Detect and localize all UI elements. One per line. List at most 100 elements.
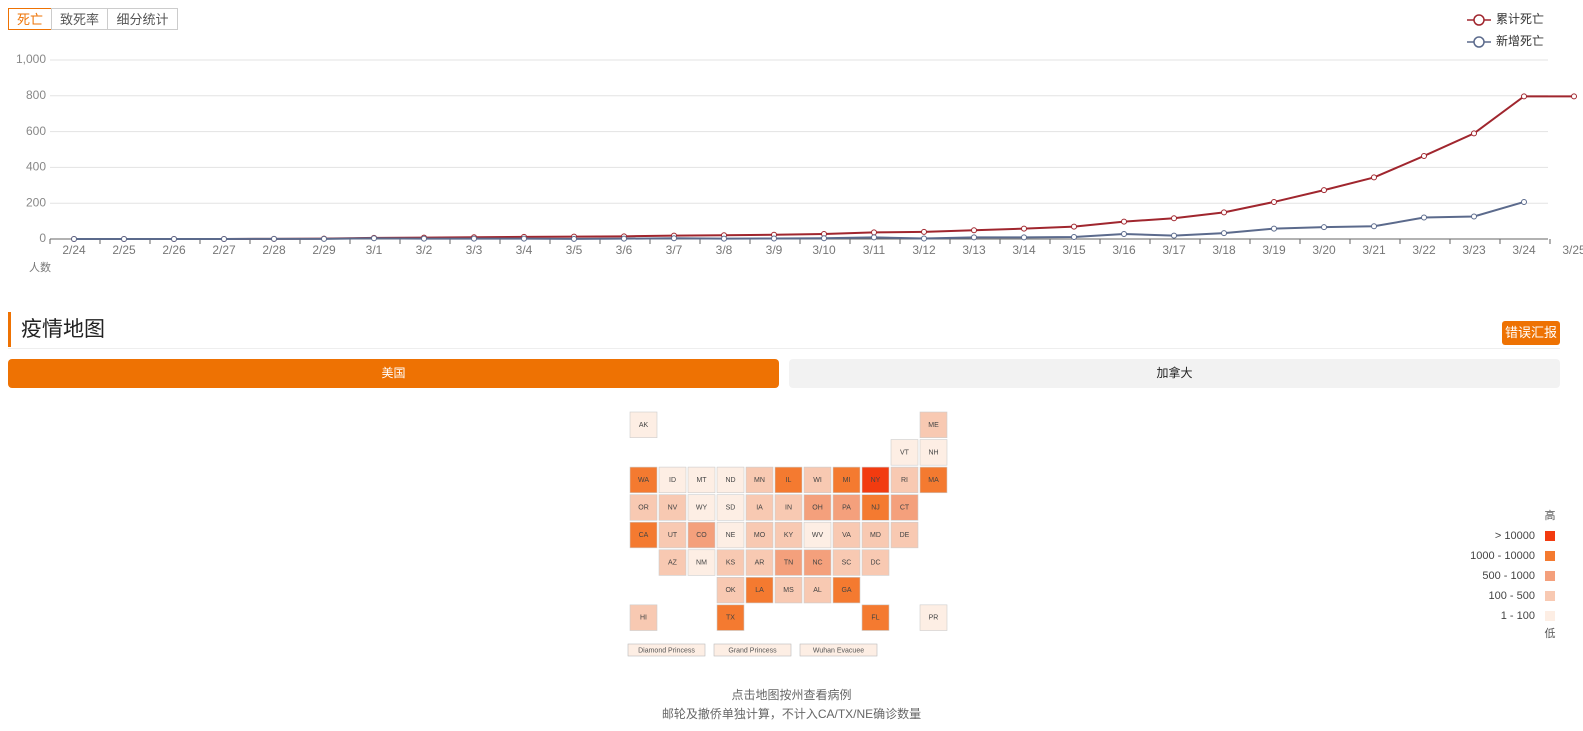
state <box>774 494 803 521</box>
state-label: NM <box>696 560 707 567</box>
section-title: 疫情地图 <box>8 312 105 347</box>
x-tick-label: 3/24 <box>1512 243 1536 257</box>
report-button[interactable]: 错误汇报 <box>1502 321 1560 345</box>
line-chart: 0 200 400 600 800 1,000 2/24 2/25 2/26 2/27 2/28 2/… <box>16 12 1583 274</box>
data-point <box>721 235 727 242</box>
x-tick-label: 3/12 <box>912 243 936 257</box>
data-point <box>921 235 927 242</box>
x-tick-label: 2/25 <box>112 243 136 257</box>
state-label: CO <box>696 532 707 539</box>
legend-swatch <box>1545 551 1555 561</box>
state <box>658 521 687 549</box>
data-point <box>1571 93 1577 100</box>
y-axis-label: 人数 <box>29 261 51 274</box>
ship-label: Grand Princess <box>728 647 777 654</box>
state-label: NJ <box>871 504 880 511</box>
x-tick-label: 3/23 <box>1462 243 1486 257</box>
legend-label: > 10000 <box>1495 530 1535 542</box>
state-label: IN <box>785 504 792 511</box>
state-label: MA <box>928 477 939 484</box>
ship-box <box>713 643 792 657</box>
state <box>687 549 716 576</box>
legend-swatch <box>1545 591 1555 601</box>
x-tick-label: 3/2 <box>416 243 433 257</box>
state-label: OK <box>725 587 735 594</box>
region-tab[interactable]: 美国 <box>8 359 779 388</box>
state <box>658 494 687 521</box>
state-label: AR <box>755 560 765 567</box>
state-label: MN <box>754 477 765 484</box>
state-label: WY <box>696 504 708 511</box>
state <box>745 466 774 494</box>
legend-marker <box>1473 36 1485 48</box>
state <box>861 549 890 576</box>
state <box>745 577 774 604</box>
state <box>687 494 716 521</box>
x-tick-label: 2/24 <box>62 243 86 257</box>
state-label: MS <box>783 587 794 594</box>
data-point <box>1371 223 1377 230</box>
data-point <box>471 235 477 242</box>
state-label: MT <box>696 477 707 484</box>
state-label: HI <box>640 615 647 622</box>
x-tick-label: 3/16 <box>1112 243 1136 257</box>
state <box>832 466 861 494</box>
x-tick-label: 3/15 <box>1062 243 1086 257</box>
data-point <box>1121 218 1127 225</box>
state-label: NE <box>726 532 736 539</box>
x-tick-label: 3/7 <box>666 243 683 257</box>
data-point <box>1471 213 1477 220</box>
state <box>890 494 919 521</box>
data-point <box>171 236 177 242</box>
x-tick-label: 3/14 <box>1012 243 1036 257</box>
region-tab[interactable]: 加拿大 <box>789 359 1560 388</box>
x-tick-label: 3/10 <box>812 243 836 257</box>
state-label: ND <box>725 477 735 484</box>
x-tick-label: 2/26 <box>162 243 186 257</box>
data-point <box>1271 198 1277 205</box>
tab[interactable]: 致死率 <box>51 8 108 30</box>
state <box>832 549 861 576</box>
state-label: CT <box>900 504 910 511</box>
state-label: SC <box>842 560 852 567</box>
state-label: VT <box>900 449 910 456</box>
legend-swatch <box>1545 531 1555 541</box>
state-label: FL <box>871 615 879 622</box>
y-tick-label: 400 <box>26 160 46 174</box>
map: AK ME VT NH WA ID MT ND MN IL WI MI NY RI MA OR NV WY SD IA… <box>627 411 1556 657</box>
state <box>832 521 861 549</box>
state-label: WV <box>812 532 824 539</box>
data-point <box>1521 93 1527 100</box>
data-point <box>971 234 977 241</box>
data-point <box>1171 215 1177 222</box>
x-tick-label: 3/6 <box>616 243 633 257</box>
state <box>716 494 745 521</box>
state-label: ME <box>928 422 939 429</box>
state-label: TX <box>726 615 735 622</box>
x-tick-label: 3/5 <box>566 243 583 257</box>
state <box>774 466 803 494</box>
state-label: AK <box>639 422 649 429</box>
state-label: PA <box>842 504 851 511</box>
state <box>716 466 745 494</box>
state-label: GA <box>841 587 851 594</box>
state <box>658 466 687 494</box>
state-label: NH <box>928 449 938 456</box>
state-label: KY <box>784 532 794 539</box>
state <box>629 494 658 521</box>
state <box>716 521 745 549</box>
tab[interactable]: 细分统计 <box>107 8 178 30</box>
x-tick-label: 3/25 <box>1562 243 1583 257</box>
state <box>803 466 832 494</box>
x-tick-label: 2/29 <box>312 243 336 257</box>
state <box>803 521 832 549</box>
divider <box>8 348 1560 349</box>
ship-box <box>627 643 706 657</box>
state <box>716 604 745 631</box>
state <box>803 577 832 604</box>
state-label: IA <box>756 504 763 511</box>
state-label: PR <box>929 615 939 622</box>
state <box>919 604 948 631</box>
ship-label: Wuhan Evacuee <box>813 647 864 654</box>
y-tick-label: 800 <box>26 88 46 102</box>
